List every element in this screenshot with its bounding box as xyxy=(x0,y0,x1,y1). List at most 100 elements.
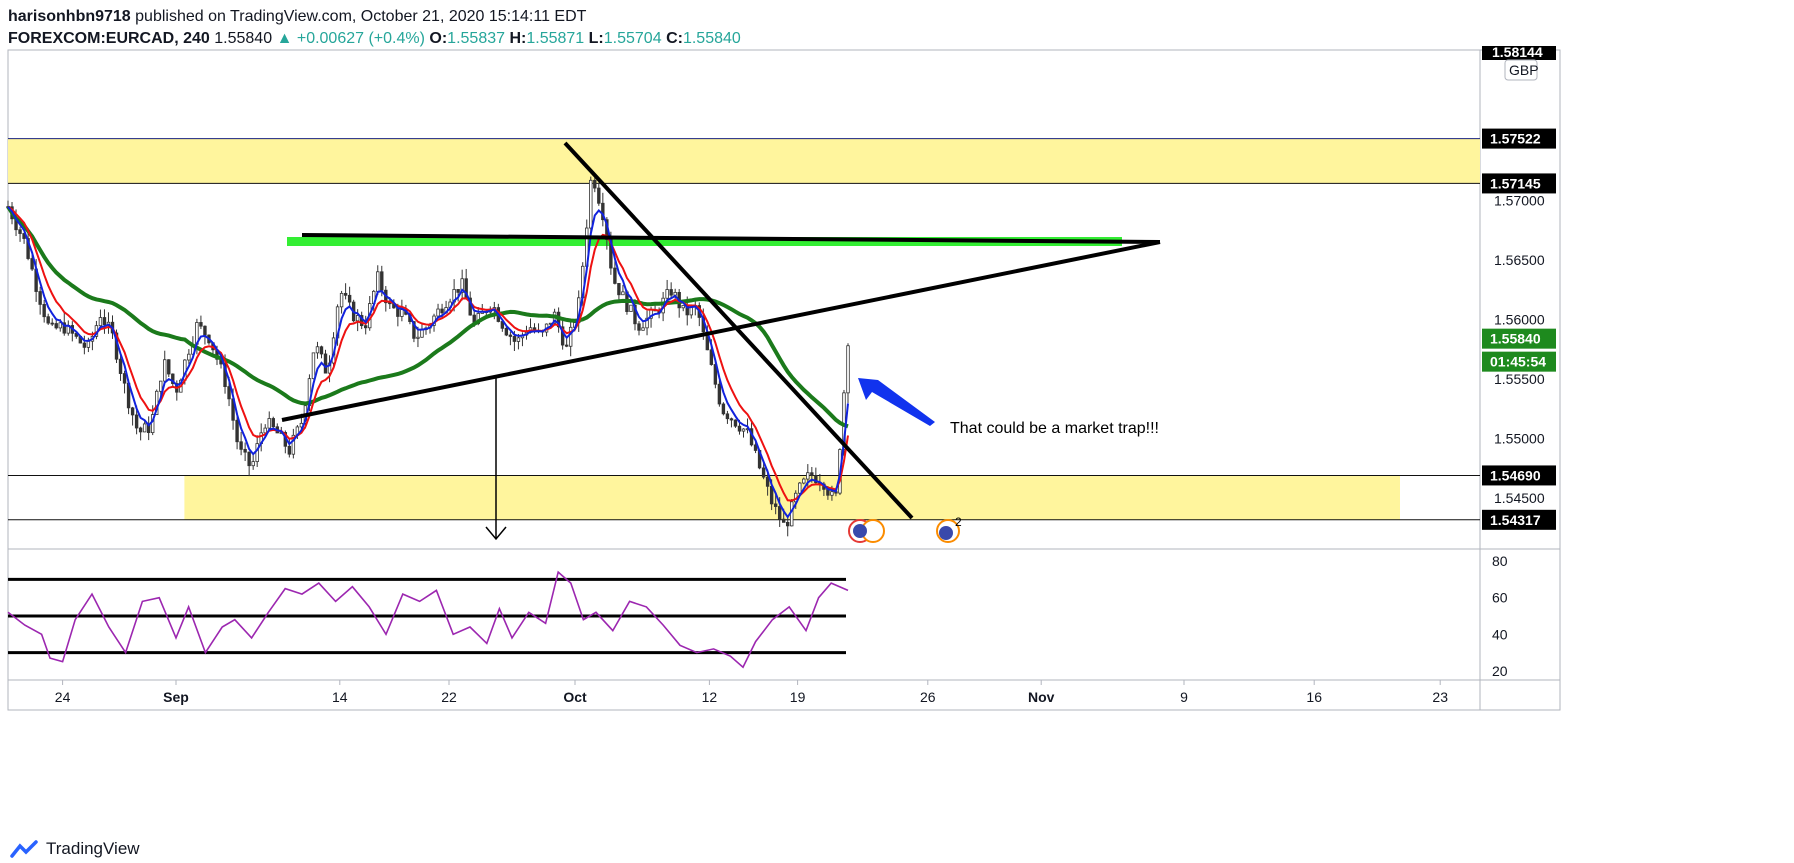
price-tag-box xyxy=(1482,509,1556,530)
candle-body xyxy=(118,358,123,374)
candle-body xyxy=(167,359,171,375)
candle-body xyxy=(343,292,348,296)
price-tag-text: 1.55840 xyxy=(1490,331,1541,347)
candle-body xyxy=(255,443,259,463)
candle-body xyxy=(641,327,645,331)
close-label: C: xyxy=(666,30,683,47)
candle-body xyxy=(436,308,440,317)
candle-body xyxy=(26,238,30,259)
trend-drawings: That could be a market trap!!! 2 xyxy=(281,141,1161,543)
price-tag-box xyxy=(1482,328,1556,349)
candle-body xyxy=(681,304,685,309)
low-value: 1.55704 xyxy=(603,30,662,47)
candle-body xyxy=(267,418,271,429)
candle-body xyxy=(203,325,207,336)
candle-body xyxy=(199,322,203,327)
candle-body xyxy=(709,349,714,365)
low-label: L: xyxy=(588,30,604,47)
currency-badge xyxy=(1504,59,1538,81)
candle-body xyxy=(456,289,460,293)
support-resistance-zones xyxy=(8,138,1480,521)
candle-body xyxy=(733,419,738,427)
eu-flag-icon xyxy=(853,524,867,538)
candle-body xyxy=(761,467,766,478)
candle-body xyxy=(315,346,320,354)
candle-body xyxy=(42,303,46,318)
candle-body xyxy=(810,472,814,476)
candle-body xyxy=(741,428,746,432)
candle-body xyxy=(440,308,444,314)
candle-body xyxy=(319,346,324,355)
candle-body xyxy=(134,414,139,429)
bar-countdown: 01:45:54 xyxy=(1490,354,1546,370)
candle-body xyxy=(717,383,722,405)
high-label: H: xyxy=(509,30,527,47)
candle-body xyxy=(235,419,239,443)
candle-body xyxy=(617,283,621,296)
publish-info: harisonhbn9718 published on TradingView.… xyxy=(8,6,741,28)
rsi-tick-label: 60 xyxy=(1492,590,1508,606)
candle-body xyxy=(58,322,62,329)
candle-body xyxy=(323,353,328,374)
candle-body xyxy=(508,334,513,337)
candle-body xyxy=(187,353,191,361)
candle-body xyxy=(420,329,424,338)
candle-body xyxy=(355,315,360,322)
candle-body xyxy=(412,321,416,339)
rsi-tick-label: 20 xyxy=(1492,663,1508,679)
high-value: 1.55871 xyxy=(526,30,585,47)
candle-body xyxy=(159,380,163,392)
candle-body xyxy=(46,316,50,324)
currency-label: GBP xyxy=(1509,62,1539,78)
footer-brand[interactable]: TradingView xyxy=(10,839,140,859)
time-tick-label: 9 xyxy=(1180,689,1188,705)
chart-header: harisonhbn9718 published on TradingView.… xyxy=(8,6,741,50)
price-tag-text: 1.57522 xyxy=(1490,131,1541,147)
candle-body xyxy=(347,294,352,303)
symbol-name[interactable]: FOREXCOM:EURCAD, 240 xyxy=(8,30,210,47)
ema-red-line xyxy=(7,205,849,502)
rsi-tick-label: 80 xyxy=(1492,553,1508,569)
candle-body xyxy=(82,342,87,348)
candle-body xyxy=(287,445,292,455)
tradingview-logo-icon xyxy=(10,840,38,858)
candle-body xyxy=(142,423,147,433)
candle-body xyxy=(18,229,22,234)
candle-body xyxy=(86,340,91,348)
candle-body xyxy=(629,304,633,312)
candle-body xyxy=(721,403,726,415)
candle-body xyxy=(568,326,573,347)
eu-flag-icon xyxy=(939,526,953,540)
time-tick-label: 23 xyxy=(1432,689,1448,705)
price-tag-box xyxy=(1482,173,1556,194)
candle-body xyxy=(339,292,344,308)
resistance-zone xyxy=(8,138,1480,184)
candle-body xyxy=(593,179,597,189)
candle-body xyxy=(806,472,810,480)
candle-body xyxy=(54,323,58,329)
axes: 1.57000 1.56500 1.56000 1.55500 1.55000 1.545… xyxy=(55,44,1556,705)
close-value: 1.55840 xyxy=(682,30,741,47)
candle-body xyxy=(243,448,247,453)
candle-body xyxy=(247,451,251,467)
price-tick-label: 1.54500 xyxy=(1494,490,1545,506)
candle-body xyxy=(737,425,742,432)
candle-body xyxy=(102,317,107,326)
author-name[interactable]: harisonhbn9718 xyxy=(8,8,131,25)
candle-body xyxy=(416,336,420,339)
candle-body xyxy=(589,179,593,229)
candle-body xyxy=(263,427,267,434)
candle-body xyxy=(802,478,806,484)
candle-body xyxy=(291,434,296,455)
annotation-text: That could be a market trap!!! xyxy=(950,420,1159,437)
candle-body xyxy=(38,291,42,305)
falling-trendline xyxy=(563,141,914,520)
candle-body xyxy=(460,278,464,293)
candle-body xyxy=(239,441,243,450)
rsi-pane xyxy=(7,570,849,669)
price-change: ▲ +0.00627 (+0.4%) xyxy=(276,30,425,47)
time-tick-label: 14 xyxy=(332,689,348,705)
price-tick-label: 1.57000 xyxy=(1494,193,1545,209)
candle-body xyxy=(516,337,521,342)
